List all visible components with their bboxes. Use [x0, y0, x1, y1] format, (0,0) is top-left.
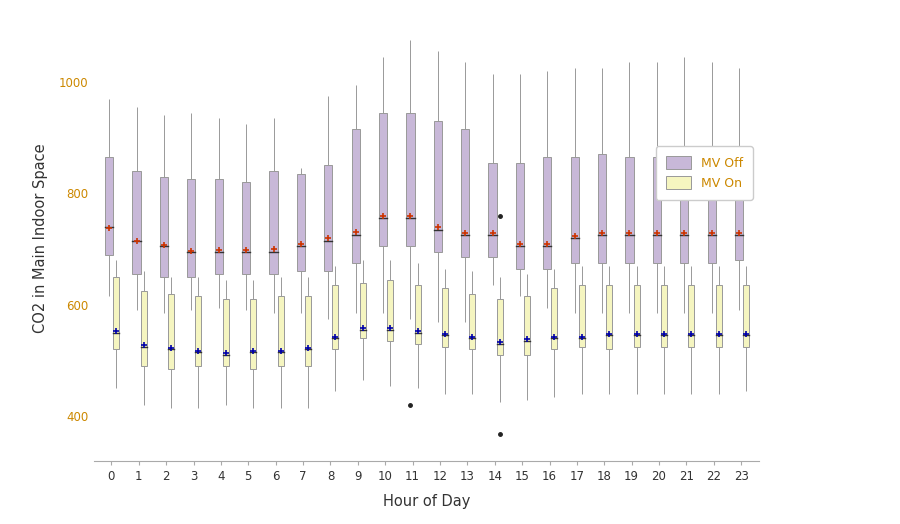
FancyBboxPatch shape — [297, 174, 305, 271]
FancyBboxPatch shape — [277, 297, 284, 366]
FancyBboxPatch shape — [743, 285, 749, 346]
FancyBboxPatch shape — [132, 171, 140, 274]
FancyBboxPatch shape — [634, 285, 640, 346]
FancyBboxPatch shape — [461, 129, 469, 257]
FancyBboxPatch shape — [516, 162, 524, 269]
FancyBboxPatch shape — [324, 166, 332, 271]
FancyBboxPatch shape — [187, 179, 195, 277]
FancyBboxPatch shape — [552, 288, 557, 350]
FancyBboxPatch shape — [140, 291, 147, 366]
FancyBboxPatch shape — [680, 157, 688, 263]
Legend: MV Off, MV On: MV Off, MV On — [655, 146, 752, 200]
FancyBboxPatch shape — [434, 121, 442, 252]
FancyBboxPatch shape — [598, 155, 607, 263]
FancyBboxPatch shape — [406, 113, 415, 246]
FancyBboxPatch shape — [360, 282, 365, 339]
FancyBboxPatch shape — [524, 297, 530, 355]
FancyBboxPatch shape — [607, 285, 612, 350]
FancyBboxPatch shape — [626, 157, 634, 263]
FancyBboxPatch shape — [442, 288, 448, 346]
FancyBboxPatch shape — [160, 177, 168, 277]
FancyBboxPatch shape — [352, 129, 360, 263]
FancyBboxPatch shape — [707, 157, 716, 263]
X-axis label: Hour of Day: Hour of Day — [382, 494, 470, 509]
FancyBboxPatch shape — [661, 285, 667, 346]
FancyBboxPatch shape — [195, 297, 202, 366]
FancyBboxPatch shape — [387, 280, 393, 341]
FancyBboxPatch shape — [379, 113, 387, 246]
FancyBboxPatch shape — [489, 162, 497, 257]
FancyBboxPatch shape — [223, 299, 229, 366]
FancyBboxPatch shape — [415, 285, 420, 344]
FancyBboxPatch shape — [652, 157, 661, 263]
FancyBboxPatch shape — [250, 299, 256, 369]
FancyBboxPatch shape — [113, 277, 120, 350]
FancyBboxPatch shape — [469, 293, 475, 350]
FancyBboxPatch shape — [332, 285, 338, 350]
FancyBboxPatch shape — [269, 171, 277, 274]
FancyBboxPatch shape — [688, 285, 695, 346]
FancyBboxPatch shape — [168, 293, 174, 369]
FancyBboxPatch shape — [214, 179, 223, 274]
FancyBboxPatch shape — [716, 285, 722, 346]
FancyBboxPatch shape — [242, 182, 250, 274]
FancyBboxPatch shape — [105, 157, 113, 255]
FancyBboxPatch shape — [579, 285, 585, 346]
FancyBboxPatch shape — [305, 297, 311, 366]
FancyBboxPatch shape — [735, 157, 743, 260]
FancyBboxPatch shape — [571, 157, 579, 263]
Y-axis label: CO2 in Main Indoor Space: CO2 in Main Indoor Space — [33, 143, 48, 333]
FancyBboxPatch shape — [497, 299, 503, 355]
FancyBboxPatch shape — [544, 157, 552, 269]
